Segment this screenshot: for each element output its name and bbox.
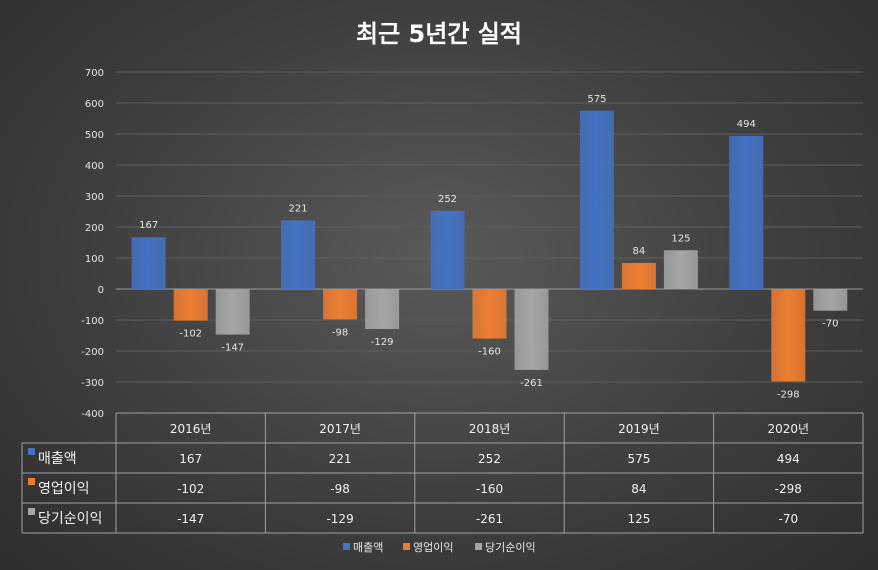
bars <box>131 110 848 382</box>
table-cell: 575 <box>627 452 650 466</box>
data-labels: 167 -102 -147 221 -98 -129 252 -160 -261 575 84 125… <box>139 94 838 401</box>
data-label: -129 <box>371 337 394 348</box>
y-tick-label: -400 <box>81 409 104 420</box>
table-cell: -70 <box>778 512 798 526</box>
data-label: -298 <box>777 389 800 400</box>
data-label: 221 <box>289 203 308 214</box>
y-tick-label: 100 <box>85 254 104 265</box>
y-tick-label: 700 <box>85 68 104 79</box>
table-header-cell: 2019년 <box>618 422 660 436</box>
data-label: 84 <box>633 246 646 257</box>
bar-당기순이익-2016년 <box>215 289 250 335</box>
y-tick-label: 300 <box>85 192 104 203</box>
bar-매출액-2019년 <box>579 110 614 289</box>
bar-영업이익-2016년 <box>173 289 208 321</box>
table-header-cell: 2017년 <box>319 422 361 436</box>
table-header-cell: 2016년 <box>170 422 212 436</box>
table-row-header: 영업이익 <box>38 481 90 497</box>
table-cell: -147 <box>177 512 204 526</box>
table-row-header: 당기순이익 <box>38 511 102 527</box>
y-axis: 700 600 500 400 300 200 100 0 -100 -200 -300 -400 <box>81 68 104 420</box>
legend-key-swatch <box>28 508 35 515</box>
legend-label: 영업이익 <box>413 541 453 554</box>
y-tick-label: 0 <box>98 285 104 296</box>
bar-당기순이익-2020년 <box>813 289 848 311</box>
bar-영업이익-2020년 <box>771 289 806 382</box>
chart-title: 최근 5년간 실적 <box>356 20 522 48</box>
bar-매출액-2017년 <box>281 220 316 289</box>
y-tick-label: 500 <box>85 130 104 141</box>
data-label: -98 <box>332 327 348 338</box>
bar-영업이익-2019년 <box>621 262 656 289</box>
data-label: 125 <box>671 233 690 244</box>
legend-key-swatch <box>28 478 35 485</box>
table-cell: -160 <box>476 482 503 496</box>
data-label: -102 <box>179 329 202 340</box>
table-cell: -261 <box>476 512 503 526</box>
y-tick-label: -100 <box>81 316 104 327</box>
table-header-cell: 2020년 <box>768 422 810 436</box>
data-label: -147 <box>221 343 244 354</box>
data-label: 167 <box>139 220 158 231</box>
table-cell: 252 <box>478 452 501 466</box>
data-label: -70 <box>822 319 838 330</box>
table-cell: 167 <box>179 452 202 466</box>
bar-매출액-2016년 <box>131 237 166 289</box>
bar-매출액-2020년 <box>729 135 764 289</box>
table-cell: -102 <box>177 482 204 496</box>
legend-swatch <box>403 543 410 550</box>
table-cell: -98 <box>330 482 350 496</box>
data-label: 494 <box>737 119 756 130</box>
table-cell: 125 <box>627 512 650 526</box>
data-label: -160 <box>478 347 501 358</box>
y-tick-label: 200 <box>85 223 104 234</box>
legend-swatch <box>475 543 482 550</box>
data-label: 252 <box>438 194 457 205</box>
data-label: -261 <box>520 378 543 389</box>
bar-당기순이익-2018년 <box>514 289 549 370</box>
bar-영업이익-2017년 <box>323 289 358 320</box>
bar-매출액-2018년 <box>430 210 465 289</box>
legend-swatch <box>343 543 350 550</box>
y-tick-label: 600 <box>85 99 104 110</box>
legend-label: 매출액 <box>353 541 383 554</box>
bar-당기순이익-2017년 <box>365 289 400 329</box>
y-tick-label: -200 <box>81 347 104 358</box>
bar-당기순이익-2019년 <box>663 250 698 289</box>
y-tick-label: -300 <box>81 378 104 389</box>
bar-영업이익-2018년 <box>472 289 507 339</box>
table-cell: -129 <box>326 512 353 526</box>
legend-key-swatch <box>28 448 35 455</box>
table-header-cell: 2018년 <box>469 422 511 436</box>
legend: 매출액 영업이익 당기순이익 <box>343 541 536 554</box>
legend-label: 당기순이익 <box>485 541 536 554</box>
data-label: 575 <box>587 94 606 105</box>
table-cell: 84 <box>631 482 646 496</box>
table-row-header: 매출액 <box>38 451 77 467</box>
table-cell: 494 <box>777 452 800 466</box>
table-cell: 221 <box>329 452 352 466</box>
table-cell: -298 <box>775 482 802 496</box>
y-tick-label: 400 <box>85 161 104 172</box>
